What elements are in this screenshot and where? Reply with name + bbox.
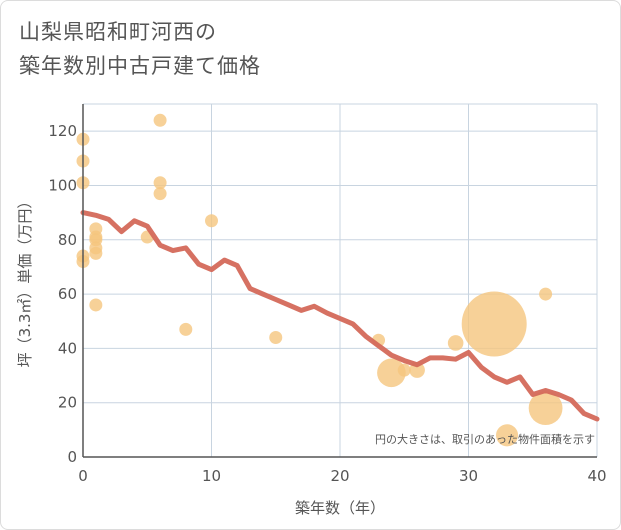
data-point [528,391,563,426]
chart-title-line2: 築年数別中古戸建て価格 [19,54,261,78]
y-tick-label: 40 [58,339,77,357]
data-points [76,113,563,447]
trend-line [80,210,600,422]
x-tick-label: 10 [202,467,221,485]
data-point [377,358,406,388]
data-point [409,362,425,378]
y-tick-label: 80 [58,231,77,249]
y-tick-label: 120 [48,122,77,140]
y-tick-label: 20 [58,394,77,412]
data-point [205,214,218,228]
grid-lines [83,103,598,457]
trend-line-path [80,210,600,422]
chart-title-line1: 山梨県昭和町河西の [19,20,217,44]
x-tick-label: 30 [459,467,478,485]
x-tick-label: 0 [78,467,88,485]
data-point [269,331,283,345]
x-axis-label: 築年数（年） [295,499,385,517]
x-tick-label: 20 [330,467,349,485]
data-point [397,363,411,377]
data-point [153,113,167,127]
y-tick-label: 60 [58,285,77,303]
y-axis-label: 坪（3.3㎡）単価（万円） [16,194,34,368]
chart-title: 山梨県昭和町河西の 築年数別中古戸建て価格 [19,15,261,83]
data-point [539,287,553,301]
data-point [179,322,193,336]
data-point [461,291,527,357]
data-point [89,246,103,260]
x-tick-label: 40 [587,467,606,485]
data-point [496,424,519,447]
size-legend-note: 円の大きさは、取引のあった物件面積を示す [375,432,595,446]
data-point [153,176,167,190]
data-point [447,335,464,351]
y-tick-label: 100 [48,176,77,194]
data-point [153,187,167,201]
y-tick-label: 0 [67,448,77,466]
axes [82,104,597,458]
data-point [89,298,103,312]
tick-labels: 0 20 40 60 80 100 120 0 10 20 30 40 [48,122,606,485]
